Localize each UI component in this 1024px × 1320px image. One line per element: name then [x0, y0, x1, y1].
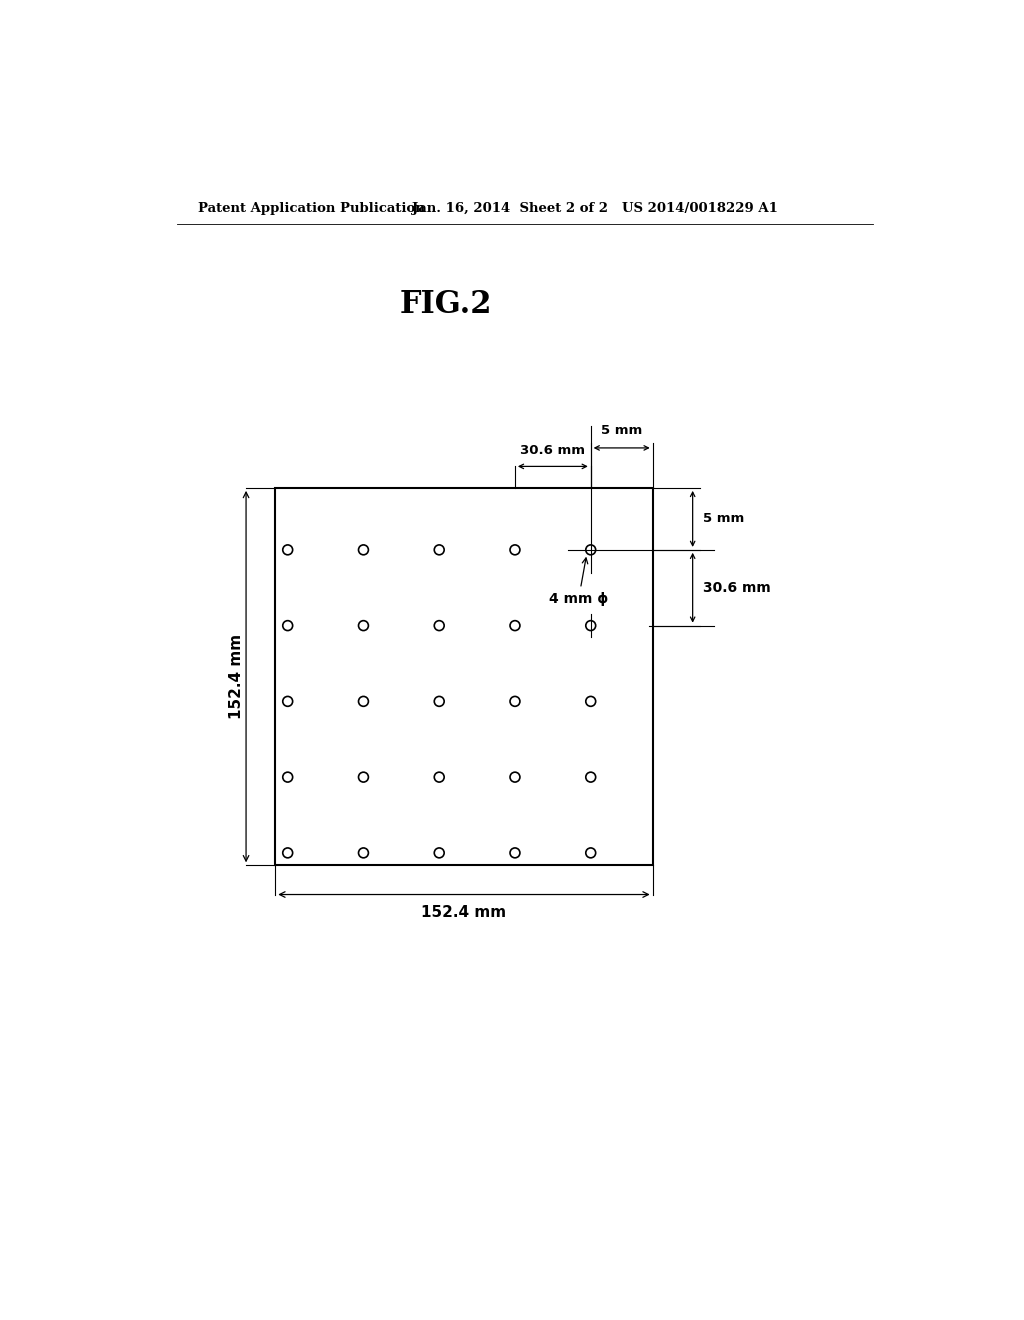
Text: 5 mm: 5 mm [703, 512, 744, 525]
Text: Jan. 16, 2014  Sheet 2 of 2: Jan. 16, 2014 Sheet 2 of 2 [412, 202, 607, 215]
Text: 5 mm: 5 mm [601, 424, 642, 437]
Text: FIG.2: FIG.2 [400, 289, 493, 321]
Bar [275, 488, 652, 866]
Text: 152.4 mm: 152.4 mm [422, 906, 507, 920]
Text: US 2014/0018229 A1: US 2014/0018229 A1 [622, 202, 777, 215]
Text: 30.6 mm: 30.6 mm [703, 581, 771, 595]
Text: 4 mm ϕ: 4 mm ϕ [549, 558, 608, 606]
Text: Patent Application Publication: Patent Application Publication [199, 202, 425, 215]
Text: 30.6 mm: 30.6 mm [520, 444, 586, 457]
Text: 152.4 mm: 152.4 mm [229, 634, 245, 719]
